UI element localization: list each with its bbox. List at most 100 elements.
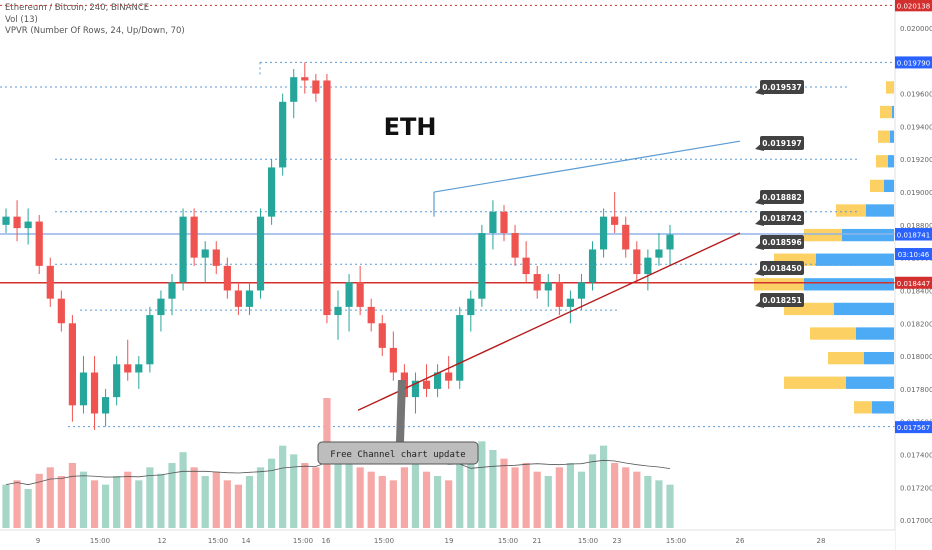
candle-body[interactable] xyxy=(478,233,486,299)
candle-body[interactable] xyxy=(633,249,641,275)
price-tag-label: 0.019790 xyxy=(897,59,930,67)
price-axis: 0.0200000.0198000.0196000.0194000.019200… xyxy=(894,0,932,550)
candle-body[interactable] xyxy=(290,77,298,102)
candle-body[interactable] xyxy=(13,216,21,229)
volume-bar xyxy=(223,480,231,528)
candle-body[interactable] xyxy=(511,233,519,258)
candle-body[interactable] xyxy=(201,249,209,258)
vpvr-up-bar xyxy=(864,351,894,365)
volume-bar xyxy=(622,467,630,528)
candle-body[interactable] xyxy=(35,221,43,266)
candle-body[interactable] xyxy=(179,216,187,283)
level-label-tag[interactable]: 0.018742 xyxy=(755,211,804,226)
time-tick-label: 15:00 xyxy=(208,537,228,545)
candle-body[interactable] xyxy=(190,216,198,258)
candle-body[interactable] xyxy=(113,364,121,398)
candle-body[interactable] xyxy=(102,397,110,414)
candle-body[interactable] xyxy=(168,282,176,299)
symbol-title[interactable]: Ethereum / Bitcoin, 240, BINANCE xyxy=(5,3,150,13)
volume-bar xyxy=(611,463,619,528)
ascending-support-trendline[interactable] xyxy=(357,232,741,411)
candle-body[interactable] xyxy=(533,274,541,291)
candle-body[interactable] xyxy=(434,372,442,389)
candle-body[interactable] xyxy=(644,257,652,275)
volume-bar xyxy=(179,452,187,528)
candle-body[interactable] xyxy=(46,265,54,299)
candle-body[interactable] xyxy=(611,216,619,225)
candle-body[interactable] xyxy=(57,298,65,324)
level-label-tag[interactable]: 0.018882 xyxy=(755,190,804,205)
volume-bar xyxy=(168,463,176,528)
candle-body[interactable] xyxy=(124,364,132,373)
candle-body[interactable] xyxy=(367,306,375,324)
candle-body[interactable] xyxy=(622,224,630,250)
price-tick-label: 0.017400 xyxy=(900,452,932,460)
candle-body[interactable] xyxy=(389,347,397,373)
callout-box[interactable] xyxy=(317,441,479,465)
candle-body[interactable] xyxy=(544,282,552,291)
countdown-tag xyxy=(895,248,932,261)
price-tag-label: 0.017567 xyxy=(897,424,930,432)
candle-body[interactable] xyxy=(256,216,265,291)
tag-box xyxy=(760,190,804,204)
resistance-trendline[interactable] xyxy=(433,140,741,193)
candle-body[interactable] xyxy=(279,101,287,168)
volume-bar xyxy=(577,471,586,528)
candle-body[interactable] xyxy=(90,372,99,414)
volume-bar xyxy=(2,484,10,528)
volume-indicator-label[interactable]: Vol (13) xyxy=(5,14,38,25)
candle-body[interactable] xyxy=(334,306,342,316)
candle-body[interactable] xyxy=(666,234,674,250)
candle-body[interactable] xyxy=(135,364,143,373)
candle-body[interactable] xyxy=(500,211,508,234)
time-axis: 9 15:00 12 15:00 14 15:00 16 15:00 19 15:00 21 15:0… xyxy=(0,529,895,550)
level-label-tag[interactable]: 0.018251 xyxy=(755,293,804,308)
level-label-tag[interactable]: 0.018596 xyxy=(755,235,804,250)
candle-body[interactable] xyxy=(268,167,276,217)
candle-body[interactable] xyxy=(456,315,464,381)
level-label-tag[interactable]: 0.019537 xyxy=(755,80,804,95)
candle-body[interactable] xyxy=(301,77,309,81)
volume-bar xyxy=(256,467,265,528)
candle-body[interactable] xyxy=(234,290,242,307)
candle-body[interactable] xyxy=(577,282,586,299)
candle-body[interactable] xyxy=(312,80,320,94)
candle-body[interactable] xyxy=(522,257,530,275)
candle-body[interactable] xyxy=(356,282,364,307)
candle-body[interactable] xyxy=(489,211,497,234)
candle-body[interactable] xyxy=(146,315,154,365)
tag-box xyxy=(760,235,804,249)
candle-body[interactable] xyxy=(245,290,254,307)
candle-body[interactable] xyxy=(467,298,475,316)
candle-body[interactable] xyxy=(566,298,574,307)
candle-body[interactable] xyxy=(24,221,32,229)
candle-body[interactable] xyxy=(378,323,386,348)
tag-box xyxy=(760,80,804,94)
volume-bar xyxy=(301,463,309,528)
candle-body[interactable] xyxy=(2,216,10,225)
candle-body[interactable] xyxy=(323,80,331,316)
candle-body[interactable] xyxy=(157,298,165,316)
level-label-tag[interactable]: 0.018450 xyxy=(755,261,804,276)
vpvr-indicator-label[interactable]: VPVR (Number Of Rows, 24, Up/Down, 70) xyxy=(5,26,185,36)
time-tick-label: 14 xyxy=(242,537,251,545)
level-label-tag[interactable]: 0.019197 xyxy=(755,136,804,151)
candle-body[interactable] xyxy=(422,380,431,389)
vpvr-up-bar xyxy=(842,228,894,242)
candle-body[interactable] xyxy=(212,249,220,266)
candle-body[interactable] xyxy=(588,249,597,283)
candle-body[interactable] xyxy=(445,372,453,381)
candle-body[interactable] xyxy=(600,216,608,250)
candle-body[interactable] xyxy=(555,282,563,307)
vpvr-down-bar xyxy=(810,327,856,340)
volume-bar xyxy=(113,476,121,528)
candle-body[interactable] xyxy=(345,282,353,307)
vpvr-up-bar xyxy=(846,376,894,389)
candle-body[interactable] xyxy=(79,372,88,406)
candle-body[interactable] xyxy=(655,249,663,258)
volume-bar xyxy=(478,441,486,528)
candle-body[interactable] xyxy=(223,265,231,291)
candle-body[interactable] xyxy=(411,380,420,398)
candle-body[interactable] xyxy=(68,323,76,406)
